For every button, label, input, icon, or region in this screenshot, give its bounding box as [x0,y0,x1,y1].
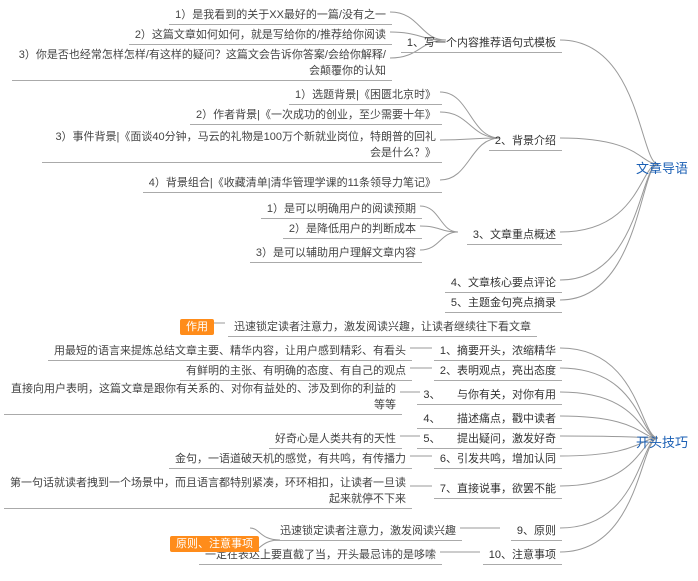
s2-l-7: 第一句话就读者拽到一个场景中，而且语言都特别紧凑，环环相扣，让读者一旦读起来就停… [4,472,412,509]
s2-r-3: 3、 与你有关，对你有用 [417,384,562,405]
s2-l-6: 金句，一语道破天机的感觉，有共鸣，有传播力 [169,448,412,469]
s2-r-5: 5、 提出疑问，激发好奇 [417,428,562,449]
s2-r-7: 7、直接说事，欲罢不能 [434,478,562,499]
s2-r-6: 6、引发共鸣，增加认同 [434,448,562,469]
b2-leaf-1: 1）选题背景|《困匮北京时》 [289,84,442,105]
b2-leaf-4: 4）背景组合|《收藏清单|清华管理学课的11条领导力笔记》 [143,172,442,193]
effect-tag: 作用 [174,316,220,336]
s1-b4: 4、文章核心要点评论 [445,272,562,293]
s1-b3: 3、文章重点概述 [467,224,562,245]
s2-r-2: 2、表明观点，亮出态度 [434,360,562,381]
effect-text: 迅速锁定读者注意力，激发阅读兴趣，让读者继续往下看文章 [228,316,537,337]
s2-l-1: 用最短的语言来提炼总结文章主要、精华内容，让用户感到精彩、有看头 [48,340,412,361]
s2-l-8: 迅速锁定读者注意力，激发阅读兴趣 [274,520,462,541]
note-tag: 原则、注意事项 [164,533,265,553]
s1-b1: 1、写一个内容推荐语句式模板 [401,32,562,53]
b1-leaf-1: 1）是我看到的关于XX最好的一篇/没有之一 [169,4,392,25]
s2-l-5: 好奇心是人类共有的天性 [269,428,402,449]
s2-r-1: 1、摘要开头，浓缩精华 [434,340,562,361]
b2-leaf-3: 3）事件背景|《面谈40分钟，马云的礼物是100万个新就业岗位，特朗普的回礼会是… [42,126,442,163]
b1-leaf-3: 3）你是否也经常怎样怎样/有这样的疑问？这篇文会告诉你答案/会给你解释/会颠覆你… [12,44,392,81]
s2-r-9: 10、注意事项 [483,544,562,565]
b2-leaf-2: 2）作者背景|《一次成功的创业，至少需要十年》 [190,104,442,125]
root-opening-skills: 开头技巧 [630,430,694,453]
s1-b5: 5、主题金句亮点摘录 [445,292,562,313]
s1-b2: 2、背景介绍 [489,130,562,151]
root-article-intro: 文章导语 [630,156,694,179]
s2-r-4: 4、 描述痛点，戳中读者 [417,408,562,429]
s2-l-3: 直接向用户表明，这篇文章是跟你有关系的、对你有益处的、涉及到你的利益的等等 [4,378,402,415]
b3-leaf-3: 3）是可以辅助用户理解文章内容 [250,242,422,263]
b3-leaf-1: 1）是可以明确用户的阅读预期 [261,198,422,219]
b1-leaf-2: 2）这篇文章如何如何，就是写给你的/推荐给你阅读 [129,24,392,45]
b3-leaf-2: 2）是降低用户的判断成本 [283,218,422,239]
s2-r-8: 9、原则 [511,520,562,541]
